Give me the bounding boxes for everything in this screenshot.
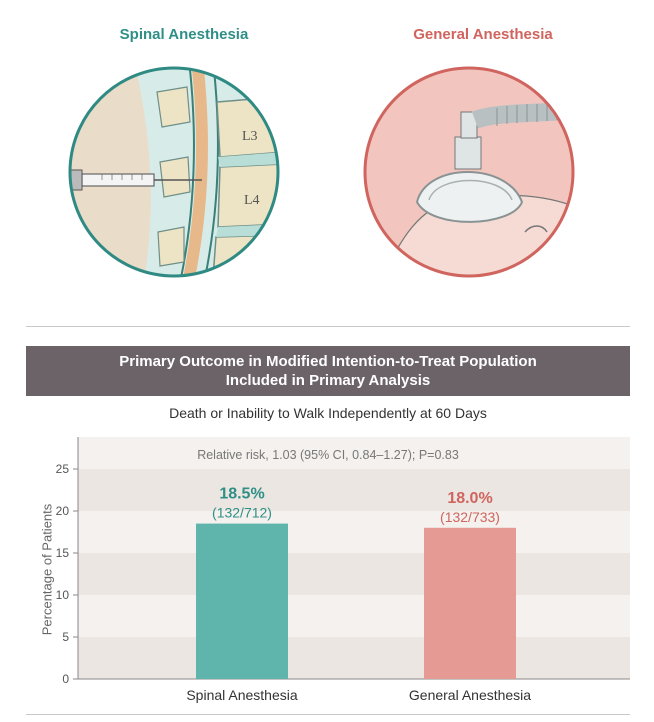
outcome-banner: Primary Outcome in Modified Intention-to…	[26, 346, 630, 396]
y-axis-label: Percentage of Patients	[39, 503, 55, 636]
bottom-divider	[26, 714, 630, 715]
grid-band	[78, 553, 630, 595]
spinal-anesthesia-illustration: L3 L4	[68, 66, 280, 278]
vertebra-label-l3: L3	[242, 129, 258, 144]
bar-count-label: (132/712)	[212, 505, 272, 521]
bar-value-label: 18.0%	[447, 490, 492, 507]
general-anesthesia-illustration	[363, 66, 575, 278]
x-category-label: Spinal Anesthesia	[186, 687, 298, 703]
y-tick-label: 15	[56, 546, 70, 560]
grid-band	[78, 637, 630, 679]
vertebra-label-l4: L4	[244, 193, 260, 208]
grid-band	[78, 469, 630, 511]
banner-line-2: Included in Primary Analysis	[225, 372, 431, 389]
general-illustration-title: General Anesthesia	[413, 26, 553, 43]
spinal-illustration-title: Spinal Anesthesia	[119, 26, 249, 43]
bar-value-label: 18.5%	[219, 486, 264, 503]
chart-title: Death or Inability to Walk Independently…	[169, 405, 487, 421]
y-tick-label: 5	[62, 630, 69, 644]
bar-count-label: (132/733)	[440, 509, 500, 525]
section-divider	[26, 326, 630, 327]
bar-general	[424, 527, 516, 679]
relative-risk-annotation: Relative risk, 1.03 (95% CI, 0.84–1.27);…	[197, 448, 459, 462]
y-tick-label: 25	[56, 462, 70, 476]
y-tick-label: 10	[56, 588, 70, 602]
y-tick-label: 20	[56, 504, 70, 518]
x-category-label: General Anesthesia	[409, 687, 531, 703]
bar-spinal	[196, 523, 288, 679]
banner-line-1: Primary Outcome in Modified Intention-to…	[119, 353, 537, 370]
y-tick-label: 0	[62, 672, 69, 686]
